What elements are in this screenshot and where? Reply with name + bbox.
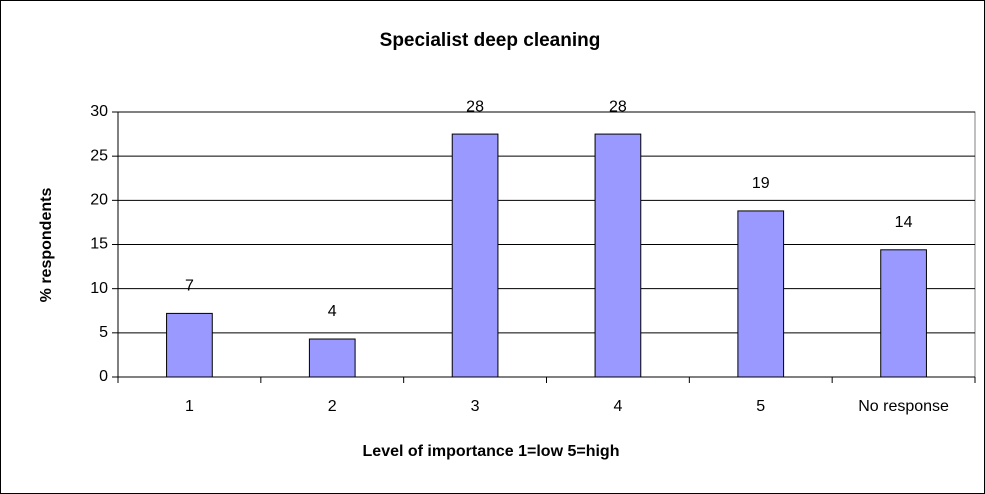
x-tick-label: 1: [185, 398, 194, 415]
bar: [594, 133, 642, 378]
value-label: 28: [609, 98, 627, 115]
y-tick-label: 0: [99, 368, 108, 385]
x-tick-label: 3: [471, 398, 480, 415]
y-tick-label: 10: [90, 280, 108, 297]
bar: [737, 210, 785, 378]
x-axis-label: Level of importance 1=low 5=high: [363, 443, 620, 460]
value-label: 4: [328, 303, 337, 320]
bar: [166, 312, 213, 378]
y-tick-label: 20: [90, 192, 108, 209]
bar: [451, 133, 499, 378]
value-label: 14: [895, 214, 913, 231]
x-tick-label: 5: [756, 398, 765, 415]
chart-title: Specialist deep cleaning: [380, 30, 601, 51]
y-tick-label: 5: [99, 324, 108, 341]
bar: [880, 249, 927, 378]
y-tick-label: 25: [90, 147, 108, 164]
x-tick-label: No response: [858, 398, 949, 415]
y-tick-label: 15: [90, 236, 108, 253]
y-axis-label: % respondents: [38, 188, 55, 303]
x-tick-label: 2: [328, 398, 337, 415]
bar: [308, 338, 356, 378]
value-label: 19: [752, 175, 770, 192]
value-label: 7: [185, 278, 194, 295]
x-tick-label: 4: [613, 398, 622, 415]
y-tick-label: 30: [90, 103, 108, 120]
value-label: 28: [466, 98, 484, 115]
